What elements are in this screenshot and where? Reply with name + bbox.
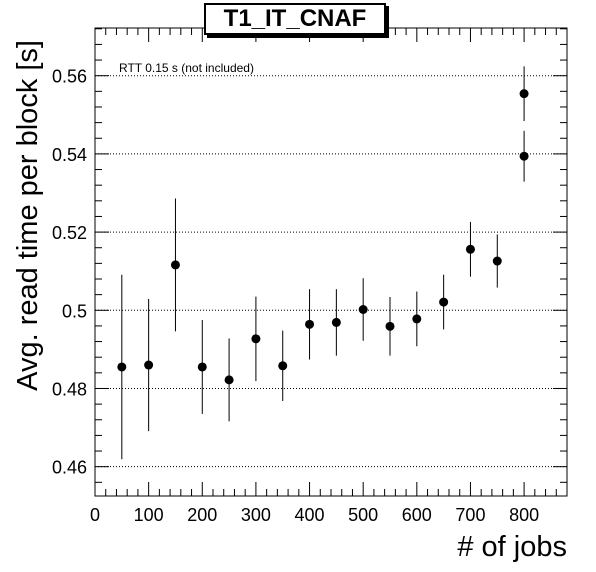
data-point xyxy=(385,321,395,331)
x-tick-label: 0 xyxy=(90,505,100,525)
data-point xyxy=(251,334,261,344)
y-tick-label: 0.56 xyxy=(52,67,87,87)
data-point xyxy=(224,375,234,385)
data-point xyxy=(331,317,341,327)
data-point xyxy=(412,314,422,324)
y-tick-label: 0.5 xyxy=(62,301,87,321)
chart-title: T1_IT_CNAF xyxy=(204,3,386,35)
data-point xyxy=(358,305,368,315)
y-tick-label: 0.46 xyxy=(52,458,87,478)
y-tick-label: 0.54 xyxy=(52,145,87,165)
y-tick-label: 0.52 xyxy=(52,223,87,243)
data-point xyxy=(170,260,180,270)
y-axis-label: Avg. read time per block [s] xyxy=(12,40,44,391)
annotation: RTT 0.15 s (not included) xyxy=(119,61,254,75)
x-tick-label: 500 xyxy=(348,505,378,525)
x-tick-label: 100 xyxy=(134,505,164,525)
x-tick-label: 800 xyxy=(509,505,539,525)
data-point xyxy=(278,361,288,371)
axis-ticks: 0.46 0.48 0.5 0.52 0.54 0.56 0 100 200 300 400 500 6… xyxy=(52,28,568,525)
data-point xyxy=(519,151,529,161)
data-points xyxy=(117,66,529,460)
x-tick-label: 400 xyxy=(295,505,325,525)
y-tick-label: 0.48 xyxy=(52,379,87,399)
data-point xyxy=(197,362,207,372)
x-tick-label: 600 xyxy=(402,505,432,525)
data-point xyxy=(519,89,529,99)
data-point xyxy=(144,360,154,370)
grid-lines xyxy=(95,75,567,468)
data-point xyxy=(117,362,127,372)
data-point xyxy=(465,244,475,254)
x-tick-label: 300 xyxy=(241,505,271,525)
data-point xyxy=(492,256,502,266)
data-point xyxy=(439,297,449,307)
x-tick-label: 700 xyxy=(455,505,485,525)
x-tick-label: 200 xyxy=(187,505,217,525)
data-point xyxy=(305,319,315,329)
x-axis-label: # of jobs xyxy=(457,531,567,563)
